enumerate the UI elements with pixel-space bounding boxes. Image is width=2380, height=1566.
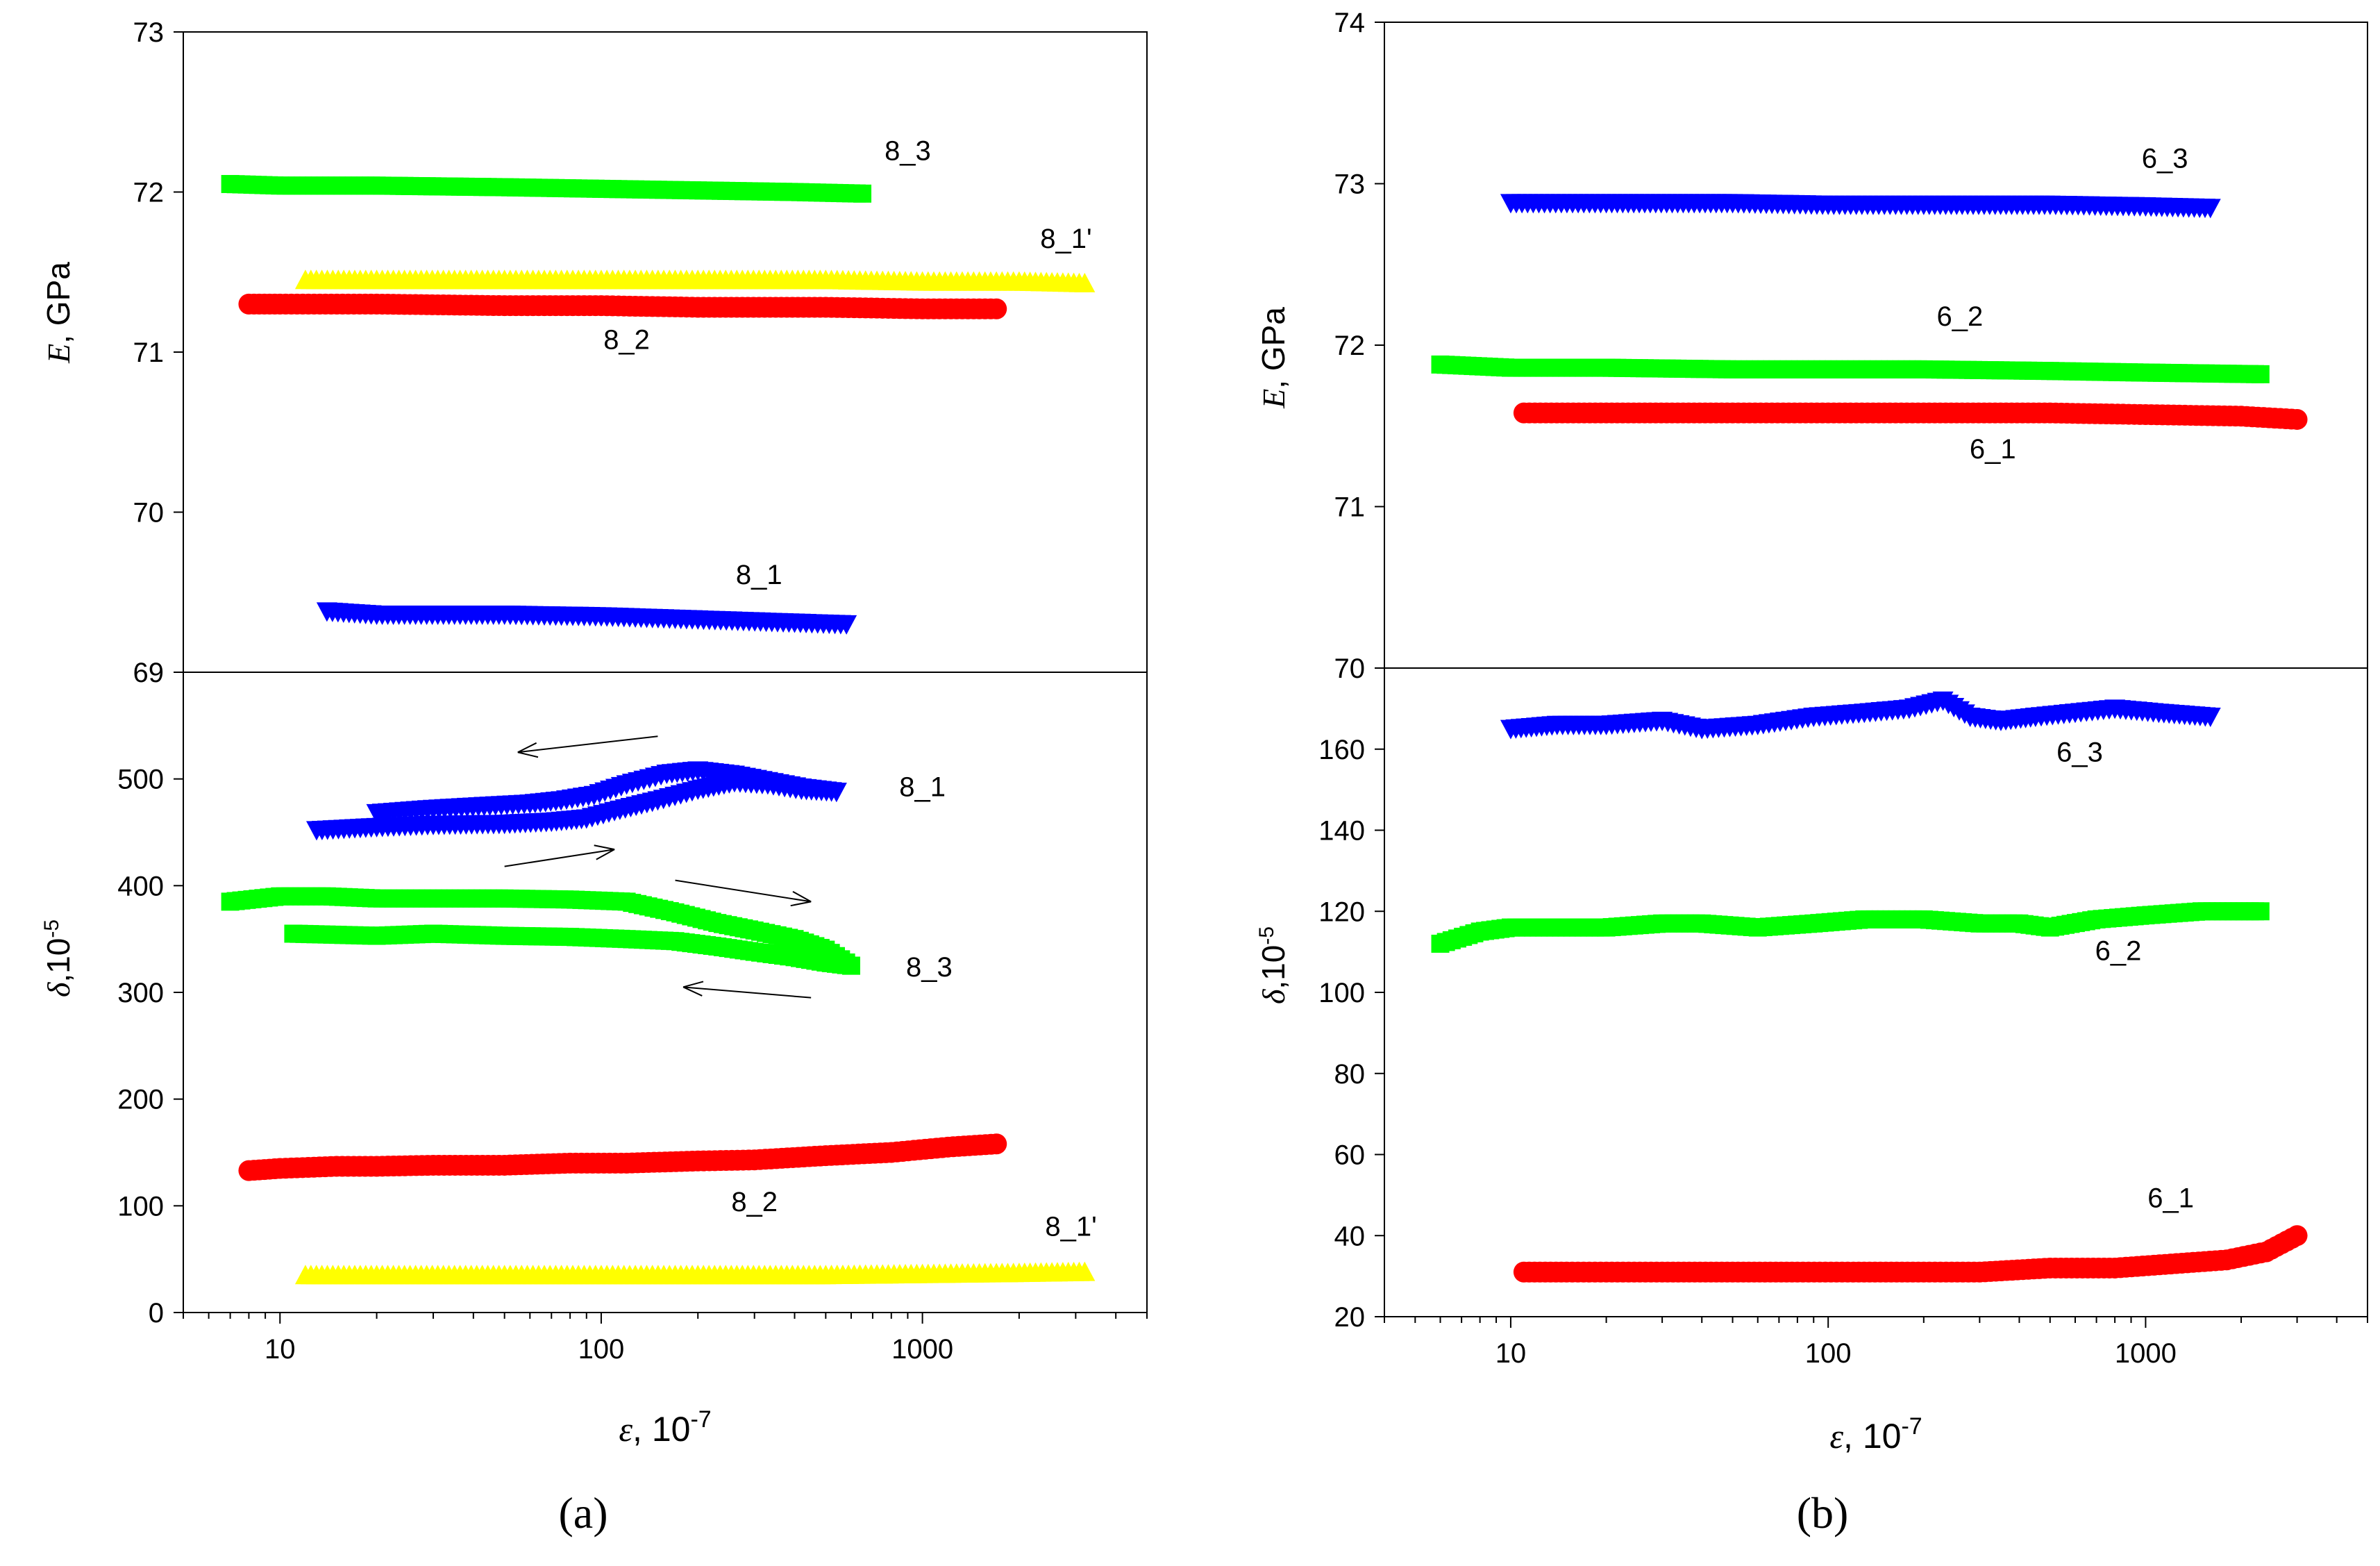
x-tick-label: 10 [265,1334,296,1365]
panel-b-xlabel: ε, 10-7 [1829,1413,1922,1456]
series-6_3 [1500,194,2221,219]
y-tick-label: 74 [1334,8,1366,38]
data-point [2251,902,2270,921]
series-annotation: 8_3 [885,135,931,166]
series-8_1- [294,1261,1096,1285]
panel-b-x-axis: 10 100 1000 [1384,1317,2368,1369]
arrow-left [682,981,812,999]
panel-a-top-frame [183,31,1148,673]
series-annotation: 6_1 [1970,434,2016,465]
arrow-right [675,879,812,907]
data-point [366,803,387,824]
y-tick-label: 69 [133,658,165,688]
series-8_1-reverse- [366,761,847,824]
arrow-left [517,735,658,758]
panel-a-caption: (a) [558,1488,607,1538]
panel-b-bottom-frame [1384,667,2368,1317]
series-annotation: 8_1 [899,772,946,802]
y-tick-label: 73 [1334,169,1366,200]
x-tick-label: 100 [578,1334,625,1365]
series-annotation: 6_3 [2056,737,2103,767]
panel-a-bottom-ylabel: δ,10-5 [40,919,76,997]
y-tick-label: 72 [133,178,165,208]
y-tick-label: 500 [117,765,164,795]
panel-a-top-ylabel: E, GPa [40,262,76,364]
y-tick-label: 120 [1318,897,1365,927]
panel-b-bottom-ylabel: δ,10-5 [1255,926,1291,1004]
y-tick-label: 20 [1334,1302,1366,1333]
y-tick-label: 200 [117,1085,164,1115]
arrow-right [504,844,615,867]
data-point [1074,272,1096,292]
y-tick-label: 70 [133,498,165,528]
panel-a-x-axis: 10 100 1000 [183,1313,1148,1365]
series-annotation: 8_1' [1045,1211,1096,1242]
series-8_1 [316,602,857,635]
panel-a-xlabel: ε, 10-7 [619,1406,711,1449]
series-8_3-reverse- [284,924,860,975]
data-point [986,298,1007,319]
y-tick-label: 60 [1334,1140,1366,1171]
data-point [2251,365,2270,383]
series-annotation: 8_2 [731,1187,778,1217]
y-tick-label: 100 [1318,978,1365,1008]
series-annotation: 8_2 [603,324,650,355]
series-annotation: 8_3 [906,952,953,983]
y-tick-label: 40 [1334,1221,1366,1251]
x-tick-label: 1000 [2115,1338,2177,1369]
series-8_3-forward- [221,887,860,975]
y-tick-label: 72 [1334,331,1366,361]
series-8_2 [238,293,1007,319]
data-point [2199,708,2221,728]
y-tick-label: 71 [1334,492,1366,523]
x-tick-label: 1000 [891,1334,953,1365]
series-annotation: 6_1 [2147,1183,2194,1213]
data-point [2199,199,2221,219]
series-8_2 [238,1133,1007,1181]
panel-b-top-ylabel: E, GPa [1255,307,1291,409]
panel-b: 70 71 72 73 74 E, GPa 6_3 6_2 6_1 20 40 60 80 100 120 1… [1255,8,2368,1538]
data-point [986,1133,1007,1155]
series-6_2 [1431,902,2270,953]
x-tick-label: 100 [1805,1338,1852,1369]
y-tick-label: 71 [133,338,165,368]
series-6_3 [1500,691,2221,740]
series-8_3 [221,174,872,203]
y-tick-label: 0 [149,1298,164,1328]
x-tick-label: 10 [1495,1338,1527,1369]
data-point [284,924,303,943]
panel-b-bottom-plot: 20 40 60 80 100 120 140 160 δ,10-5 6_3 6_2 6_1 [1255,667,2368,1333]
data-point [853,184,872,203]
panel-b-caption: (b) [1797,1488,1849,1538]
y-tick-label: 300 [117,978,164,1008]
series-annotation: 8_1 [736,560,782,590]
series-6_2 [1431,355,2270,383]
series-8_1- [294,269,1096,292]
y-tick-label: 400 [117,871,164,901]
panel-a: 69 70 71 72 73 E, GPa 8_3 8_1' 8_2 8_1 0 100 200 300 4… [40,17,1148,1538]
y-tick-label: 140 [1318,816,1365,847]
y-tick-label: 100 [117,1191,164,1222]
series-annotation: 6_2 [2095,935,2142,966]
data-point [836,615,857,635]
y-tick-label: 70 [1334,653,1366,684]
y-tick-label: 73 [133,17,165,48]
panel-a-top-plot: 69 70 71 72 73 E, GPa 8_3 8_1' 8_2 8_1 [40,17,1148,688]
data-point [2286,408,2308,430]
y-tick-label: 80 [1334,1059,1366,1090]
series-6_1 [1513,402,2308,430]
panel-b-top-plot: 70 71 72 73 74 E, GPa 6_3 6_2 6_1 [1255,8,2368,684]
series-annotation: 6_3 [2142,143,2188,174]
panel-a-bottom-plot: 0 100 200 300 400 500 δ,10-5 8_1 8_3 8_2 8_1' [40,672,1148,1328]
y-tick-label: 160 [1318,735,1365,765]
data-point [2286,1225,2308,1247]
series-6_1 [1513,1225,2308,1283]
data-point [1074,1261,1096,1281]
panel-b-top-frame [1384,22,2368,669]
series-annotation: 8_1' [1040,224,1091,254]
series-annotation: 6_2 [1937,301,1984,332]
